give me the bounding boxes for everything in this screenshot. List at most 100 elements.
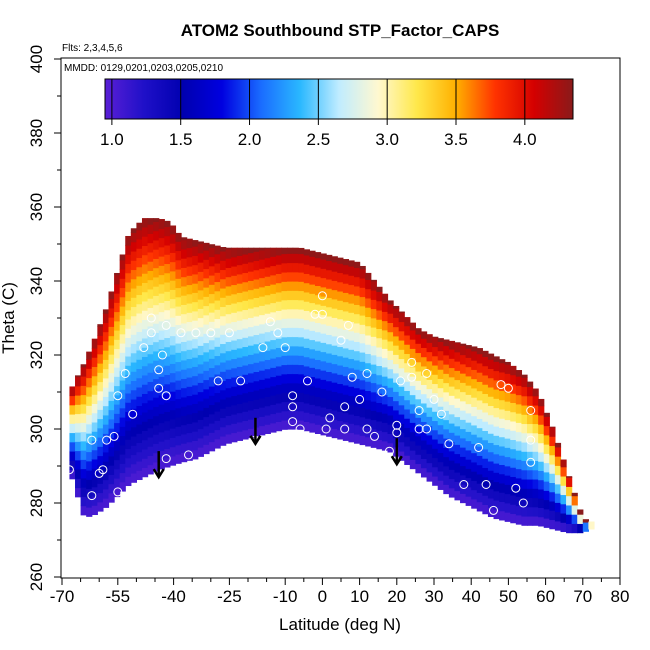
heatmap-cell xyxy=(225,359,232,370)
heatmap-cell xyxy=(504,428,511,439)
heatmap-cell xyxy=(147,372,154,382)
heatmap-cell xyxy=(326,399,333,410)
heatmap-cell xyxy=(153,258,160,269)
heatmap-cell xyxy=(102,451,110,462)
heatmap-cell xyxy=(370,391,377,402)
heatmap-cell xyxy=(80,450,87,460)
observation-point xyxy=(288,402,298,412)
heatmap-cell xyxy=(259,342,266,353)
heatmap-cell xyxy=(214,281,221,292)
heatmap-cell xyxy=(75,376,82,387)
heatmap-cell xyxy=(348,265,355,276)
heatmap-cell xyxy=(298,392,305,403)
heatmap-cell xyxy=(158,339,165,350)
heatmap-cell xyxy=(147,399,154,410)
heatmap-cell xyxy=(153,369,160,380)
heatmap-cell xyxy=(125,291,132,302)
heatmap-cell xyxy=(164,337,171,348)
heatmap-cell xyxy=(354,415,361,426)
heatmap-cell xyxy=(487,405,495,416)
heatmap-cell xyxy=(259,370,266,380)
heatmap-cell xyxy=(320,342,327,353)
heatmap-cell xyxy=(102,331,110,342)
heatmap-cell xyxy=(387,377,394,388)
heatmap-cell xyxy=(86,479,93,490)
heatmap-cell xyxy=(214,290,221,301)
heatmap-cell xyxy=(348,302,355,313)
heatmap-cell xyxy=(499,418,506,428)
heatmap-cell xyxy=(158,348,165,359)
heatmap-cell xyxy=(236,301,244,312)
heatmap-cell xyxy=(86,396,93,406)
observation-point xyxy=(280,343,290,353)
heatmap-cell xyxy=(510,457,517,468)
heatmap-cell xyxy=(370,336,377,347)
heatmap-cell xyxy=(253,343,260,354)
heatmap-cell xyxy=(80,422,87,433)
heatmap-cell xyxy=(169,446,177,457)
heatmap-cell xyxy=(242,392,249,403)
heatmap-cell xyxy=(102,340,110,351)
heatmap-cell xyxy=(532,395,539,406)
heatmap-cell xyxy=(141,430,149,441)
heatmap-cell xyxy=(130,250,137,261)
heatmap-cell xyxy=(314,350,322,360)
heatmap-cell xyxy=(153,406,160,417)
heatmap-cell xyxy=(158,274,165,285)
heatmap-cell xyxy=(415,343,422,354)
heatmap-cell xyxy=(270,265,277,276)
heatmap-cell xyxy=(527,432,534,443)
heatmap-cell xyxy=(331,345,338,355)
heatmap-cell xyxy=(381,403,389,414)
heatmap-cell xyxy=(443,475,450,485)
heatmap-cell xyxy=(130,426,137,437)
heatmap-cell xyxy=(125,309,132,320)
heatmap-cell xyxy=(164,355,171,366)
heatmap-cell xyxy=(108,437,115,448)
heatmap-field xyxy=(69,218,595,534)
heatmap-cell xyxy=(153,378,160,389)
heatmap-cell xyxy=(136,368,143,379)
heatmap-cell xyxy=(437,406,444,416)
heatmap-cell xyxy=(102,461,110,471)
heatmap-cell xyxy=(460,382,467,393)
heatmap-cell xyxy=(181,406,188,416)
heatmap-cell xyxy=(404,408,411,419)
heatmap-cell xyxy=(287,401,294,412)
heatmap-cell xyxy=(510,374,517,385)
heatmap-cell xyxy=(554,446,562,457)
heatmap-cell xyxy=(309,348,316,359)
heatmap-cell xyxy=(487,451,495,462)
heatmap-cell xyxy=(437,433,444,444)
heatmap-cell xyxy=(504,465,511,476)
heatmap-cell xyxy=(164,374,171,385)
heatmap-cell xyxy=(208,293,216,304)
heatmap-cell xyxy=(264,322,271,333)
heatmap-cell xyxy=(119,352,126,363)
heatmap-cell xyxy=(471,498,478,509)
heatmap-cell xyxy=(181,285,188,296)
heatmap-cell xyxy=(471,489,478,500)
heatmap-cell xyxy=(292,410,299,421)
heatmap-cell xyxy=(147,409,154,419)
heatmap-cell xyxy=(214,346,221,357)
heatmap-cell xyxy=(381,376,389,386)
heatmap-cell xyxy=(220,389,227,400)
heatmap-cell xyxy=(203,398,210,408)
heatmap-cell xyxy=(493,509,500,520)
heatmap-cell xyxy=(292,355,299,365)
heatmap-cell xyxy=(292,392,299,402)
heatmap-cell xyxy=(415,352,422,363)
heatmap-cell xyxy=(314,313,322,323)
heatmap-cell xyxy=(248,298,255,309)
heatmap-cell xyxy=(203,250,210,260)
heatmap-cell xyxy=(75,478,82,489)
heatmap-cell xyxy=(102,313,110,323)
heatmap-cell xyxy=(337,318,344,329)
heatmap-cell xyxy=(326,315,333,326)
heatmap-cell xyxy=(448,376,456,387)
heatmap-cell xyxy=(521,374,528,378)
heatmap-cell xyxy=(208,395,216,406)
heatmap-cell xyxy=(220,343,227,354)
heatmap-cell xyxy=(482,448,489,459)
